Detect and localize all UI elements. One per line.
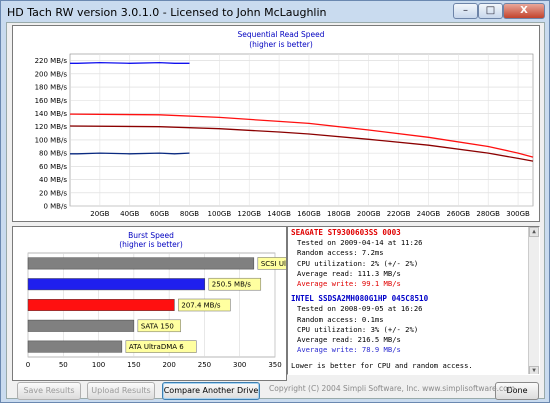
burst-bar — [27, 278, 206, 291]
sequential-read-chart: Sequential Read Speed (higher is better)… — [35, 30, 534, 218]
burst-x-tick-label: 250 — [198, 361, 211, 369]
seq-x-tick-label: 280GB — [476, 210, 500, 218]
drive1-tested: Tested on 2009-04-14 at 11:26 — [297, 238, 423, 248]
seq-plot-area — [69, 53, 534, 207]
burst-speed-panel: Burst Speed (higher is better) 0 50 100 150… — [12, 226, 324, 381]
save-results-button[interactable]: Save Results — [17, 382, 81, 400]
minimize-button[interactable]: – — [453, 3, 478, 19]
burst-x-tick-label: 100 — [92, 361, 105, 369]
burst-chart-title: Burst Speed — [128, 231, 174, 240]
seq-series-write-line — [70, 152, 190, 155]
maximize-button[interactable]: □ — [478, 3, 503, 19]
drive2-tested: Tested on 2008-09-05 at 16:26 — [297, 304, 423, 314]
burst-x-tick-label: 150 — [127, 361, 140, 369]
burst-bar-label-box — [178, 298, 231, 312]
burst-bar-label: SCSI Ultra320 — [261, 260, 286, 268]
drive1-cpu: CPU utilization: 2% (+/- 2%) — [297, 258, 419, 268]
burst-x-tick-label: 300 — [233, 361, 246, 369]
seq-x-tick-label: 220GB — [387, 210, 411, 218]
seq-x-tick-label: 20GB — [90, 210, 109, 218]
burst-bar-label: ATA UltraDMA 6 — [129, 343, 184, 351]
burst-x-tick-label: 0 — [26, 361, 30, 369]
seq-x-tick-label: 80GB — [180, 210, 199, 218]
drive1-avg-read: Average read: 111.3 MB/s — [297, 268, 401, 278]
seq-x-tick-label: 240GB — [417, 210, 441, 218]
seq-y-tick-label: 20 MB/s — [39, 189, 67, 197]
drive1-avg-write: Average write: 99.1 MB/s — [297, 279, 401, 289]
burst-x-tick-label: 200 — [162, 361, 175, 369]
seq-y-tick-label: 60 MB/s — [39, 163, 67, 171]
drive2-avg-write: Average write: 78.9 MB/s — [297, 345, 401, 355]
burst-bar — [27, 257, 255, 270]
burst-bar — [27, 319, 135, 332]
drive2-random-access: Random access: 0.1ms — [297, 314, 384, 324]
seq-x-tick-label: 300GB — [506, 210, 530, 218]
seq-series-read-line — [69, 113, 534, 158]
seq-x-tick-label: 120GB — [237, 210, 261, 218]
seq-y-tick-label: 140 MB/s — [35, 110, 68, 118]
window-title: HD Tach RW version 3.0.1.0 - Licensed to… — [7, 6, 327, 19]
drive2-avg-read: Average read: 216.5 MB/s — [297, 335, 401, 345]
seq-y-tick-label: 120 MB/s — [35, 123, 68, 131]
burst-chart-subtitle: (higher is better) — [119, 240, 183, 249]
seq-y-tick-label: 180 MB/s — [35, 84, 68, 92]
burst-x-tick-label: 50 — [59, 361, 68, 369]
seq-y-tick-label: 200 MB/s — [35, 70, 68, 78]
burst-bar-label: SATA 150 — [141, 322, 174, 330]
seq-y-tick-label: 220 MB/s — [35, 57, 68, 65]
burst-bar — [27, 340, 123, 353]
burst-bar — [27, 299, 175, 311]
results-text-box[interactable]: SEAGATE ST9300603SS 0003 Tested on 2009-… — [287, 226, 540, 375]
seq-series-write-line — [69, 125, 534, 162]
scroll-down-icon[interactable]: ▼ — [529, 366, 539, 374]
compare-another-drive-button[interactable]: Compare Another Drive — [162, 382, 260, 400]
seq-y-tick-label: 0 MB/s — [43, 203, 67, 211]
seq-series-read-line — [70, 61, 190, 64]
seq-x-tick-label: 140GB — [267, 210, 291, 218]
seq-chart-subtitle: (higher is better) — [249, 40, 313, 49]
results-note: Lower is better for CPU and random acces… — [291, 361, 473, 371]
seq-x-tick-label: 260GB — [447, 210, 471, 218]
seq-y-tick-label: 80 MB/s — [39, 150, 67, 158]
seq-y-tick-label: 160 MB/s — [35, 97, 68, 105]
copyright-text: Copyright (C) 2004 Simpli Software, Inc.… — [269, 384, 516, 393]
upload-results-button[interactable]: Upload Results — [87, 382, 155, 400]
seq-y-tick-label: 40 MB/s — [39, 176, 67, 184]
seq-x-tick-label: 200GB — [357, 210, 381, 218]
seq-x-tick-label: 60GB — [150, 210, 169, 218]
burst-speed-chart: Burst Speed (higher is better) 0 50 100 150… — [26, 231, 324, 369]
burst-bar-label: 250.5 MB/s — [212, 281, 251, 289]
scroll-up-icon[interactable]: ▲ — [529, 227, 539, 237]
sequential-read-panel: Sequential Read Speed (higher is better)… — [12, 25, 540, 222]
seq-chart-title: Sequential Read Speed — [237, 30, 324, 39]
burst-x-tick-label: 350 — [268, 361, 281, 369]
drive2-cpu: CPU utilization: 3% (+/- 2%) — [297, 324, 419, 334]
seq-x-tick-label: 160GB — [297, 210, 321, 218]
seq-x-tick-label: 180GB — [327, 210, 351, 218]
seq-x-tick-label: 100GB — [208, 210, 232, 218]
close-button[interactable]: X — [503, 3, 545, 19]
drive1-name: SEAGATE ST9300603SS 0003 — [291, 228, 401, 237]
client-area: Sequential Read Speed (higher is better)… — [6, 22, 545, 400]
results-scrollbar[interactable]: ▲ ▼ — [528, 227, 539, 374]
burst-bar-label-box — [208, 277, 262, 291]
done-button[interactable]: Done — [495, 382, 539, 400]
seq-y-tick-label: 100 MB/s — [35, 136, 68, 144]
drive2-name: INTEL SSDSA2MH080G1HP 045C8510 — [291, 294, 429, 304]
window-controls: – □ X — [453, 3, 545, 19]
seq-x-tick-label: 40GB — [120, 210, 139, 218]
burst-bar-label-box — [137, 319, 181, 333]
title-bar: HD Tach RW version 3.0.1.0 - Licensed to… — [1, 1, 549, 22]
burst-bar-label: 207.4 MB/s — [181, 302, 220, 310]
drive1-random-access: Random access: 7.2ms — [297, 248, 384, 258]
burst-bar-label-box — [125, 340, 197, 353]
